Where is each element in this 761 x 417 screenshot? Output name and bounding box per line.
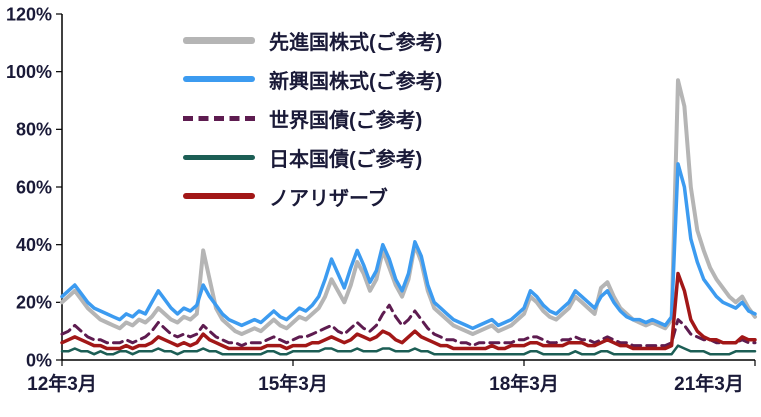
series-line-2 [60, 303, 757, 348]
y-tick-label: 100% [6, 62, 52, 82]
series-line-3 [60, 344, 757, 356]
y-tick-label: 120% [6, 4, 52, 24]
series-line-0 [60, 78, 757, 337]
y-tick-label: 40% [16, 235, 52, 255]
legend-swatch-purple-dashed-line-icon [183, 115, 255, 121]
legend-label: ノアリザーブ [269, 187, 388, 210]
x-tick-label: 12年3月 [27, 372, 97, 395]
y-tick-label: 0% [26, 350, 52, 370]
series-line-4 [60, 271, 757, 351]
legend-item-developed-equities: 先進国株式(ご参考) [183, 26, 442, 54]
legend-swatch-red-line-icon [183, 193, 255, 199]
chart-legend: 先進国株式(ご参考) 新興国株式(ご参考) 世界国債(ご参考) 日本国債(ご参考… [183, 26, 442, 210]
series-line-1 [60, 162, 757, 331]
x-tick-label: 18年3月 [489, 372, 559, 395]
y-tick-label: 80% [16, 120, 52, 140]
y-tick-label: 20% [16, 293, 52, 313]
legend-item-world-bonds: 世界国債(ご参考) [183, 104, 442, 132]
legend-item-noah-reserve: ノアリザーブ [183, 182, 442, 210]
legend-item-emerging-equities: 新興国株式(ご参考) [183, 65, 442, 93]
x-tick-label: 15年3月 [258, 372, 328, 395]
legend-swatch-gray-line-icon [183, 36, 255, 44]
legend-item-japan-bonds: 日本国債(ご参考) [183, 143, 442, 171]
legend-label: 先進国株式(ご参考) [269, 31, 443, 54]
legend-label: 世界国債(ご参考) [269, 109, 423, 132]
legend-swatch-teal-line-icon [183, 154, 255, 160]
legend-label: 新興国株式(ご参考) [269, 70, 443, 93]
legend-swatch-blue-line-icon [183, 76, 255, 82]
x-tick-label: 21年3月 [674, 372, 744, 395]
legend-label: 日本国債(ご参考) [269, 148, 423, 171]
y-tick-label: 60% [16, 177, 52, 197]
